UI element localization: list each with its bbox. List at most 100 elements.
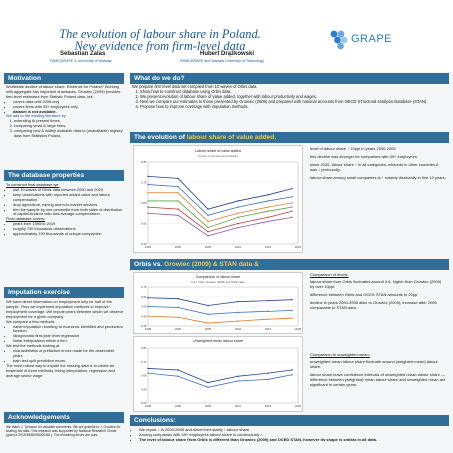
data-point xyxy=(237,216,239,219)
note-item: unweighted mean labour share fluctuate a… xyxy=(310,359,438,369)
data-point xyxy=(291,309,293,312)
imputation-p1: We have direct information on employment… xyxy=(6,299,124,319)
grape-logo: GRAPE xyxy=(328,28,392,52)
data-point xyxy=(267,200,269,202)
list-item: keep observations with reported added va… xyxy=(13,192,124,203)
x-tick-label: 1995 xyxy=(145,245,152,249)
database-final-bullets: years from 1995 to 2019 roughly 730 thou… xyxy=(6,221,124,237)
data-point xyxy=(177,208,179,210)
x-tick-label: 2000 xyxy=(175,404,182,408)
data-point xyxy=(177,369,179,371)
data-point xyxy=(147,315,149,317)
orbis-unw-notes: Comparison to unweighted mean. unweighte… xyxy=(310,352,446,387)
y-tick-label: 0.85 xyxy=(141,346,147,350)
imputation-compare: We compare a few methods xyxy=(6,318,55,324)
chart-subtitle: by size of company and industry xyxy=(198,154,238,158)
data-point xyxy=(291,216,293,219)
note-item: difference between Orbis and OCED STAN a… xyxy=(310,292,418,297)
y-tick-label: 0.75 xyxy=(141,181,147,185)
note-item: since 2005, labour share ↑ in all catego… xyxy=(310,162,439,172)
motivation-heading: Motivation xyxy=(4,73,124,84)
list-item: comparing small & large firms, xyxy=(14,123,124,129)
orbis-heading: Orbis vs. Growiec (2009) & STAN data & xyxy=(130,259,449,270)
data-point xyxy=(177,298,179,300)
data-point xyxy=(147,372,149,374)
imputation-body: We have direct information on employment… xyxy=(6,299,124,379)
y-tick-label: 0.76 xyxy=(141,360,147,364)
data-point xyxy=(267,216,269,219)
data-point xyxy=(267,194,269,196)
orbis-heading-highlight: Growiec (2009) & STAN data & xyxy=(164,261,259,268)
data-point xyxy=(177,192,179,194)
list-item: idiosyncratic firm-year level regression xyxy=(13,333,124,339)
whatwedo-items: Show how to construct database using Orb… xyxy=(132,89,447,110)
whatwedo-body: We prepare firm level data set compiled … xyxy=(132,84,447,110)
series-line xyxy=(147,372,293,388)
imputation-methods: naive imputation resorting to economic i… xyxy=(6,324,124,345)
y-tick-label: 0.68 xyxy=(141,374,147,378)
acknowledgements-heading: Acknowledgements xyxy=(4,412,124,423)
series-line xyxy=(147,297,293,306)
whatwedo-heading: What do we do? xyxy=(130,73,449,84)
grape-logo-icon xyxy=(330,30,348,50)
x-tick-label: 2010 xyxy=(235,245,242,249)
data-point xyxy=(237,320,239,322)
x-tick-label: 2000 xyxy=(175,327,182,331)
series-line xyxy=(147,368,293,383)
imputation-heading: Imputation exercise xyxy=(4,287,124,298)
poster-header: The evolution of labour share in Poland.… xyxy=(0,0,453,72)
data-point xyxy=(207,214,209,216)
x-tick-label: 2020 xyxy=(295,404,302,408)
list-item: Next we compare our estimates to those p… xyxy=(140,99,447,105)
chart-comparison-levels: Comparison of labour share from Orbis, G… xyxy=(133,272,303,334)
motivation-add-line: We add to the existing literature by xyxy=(6,113,66,119)
imputation-tests: characteristics of prediction errors mad… xyxy=(6,348,124,364)
database-final: Final database covers: xyxy=(6,216,46,222)
data-point xyxy=(147,192,149,194)
data-point xyxy=(291,374,293,376)
x-tick-label: 2020 xyxy=(295,245,302,249)
data-point xyxy=(267,318,269,320)
list-item: extending to present times, xyxy=(14,118,124,124)
data-point xyxy=(237,380,239,382)
affiliation-1: FAME|GRAPE & University of Warsaw xyxy=(50,59,112,63)
x-tick-label: 2000 xyxy=(175,245,182,249)
list-item: drop agriculture, mining and non-market … xyxy=(13,202,124,208)
data-point xyxy=(237,300,239,303)
data-point xyxy=(147,206,149,208)
list-item: comparing new & widely available data to… xyxy=(14,128,124,139)
y-tick-label: 0.45 xyxy=(141,242,147,246)
list-item: We report ↓ in 2000-2005 and since then … xyxy=(139,427,447,432)
data-point xyxy=(207,386,209,388)
data-point xyxy=(291,210,293,212)
data-point xyxy=(237,311,239,314)
x-tick-label: 2010 xyxy=(235,404,242,408)
motivation-bullets: covers data until 2008 only covers firms… xyxy=(6,99,124,115)
data-point xyxy=(147,175,149,178)
series-line xyxy=(148,192,293,222)
database-body: To construct final database we: use 10 w… xyxy=(6,182,124,237)
imputation-test: We test the methods looking at xyxy=(6,343,60,349)
data-point xyxy=(207,322,209,324)
note-item: labour share among small companies is ↑ … xyxy=(310,175,446,180)
logo-text: GRAPE xyxy=(351,33,393,45)
series-line xyxy=(147,212,293,237)
list-item: use 10 waves of Orbis data between 2000 … xyxy=(13,187,124,193)
data-point xyxy=(237,222,239,225)
data-point xyxy=(267,210,269,212)
data-point xyxy=(291,369,293,371)
note-item: labour share leave confidence intervals … xyxy=(310,372,446,387)
x-tick-label: 2005 xyxy=(205,245,212,249)
data-point xyxy=(177,185,179,188)
database-heading: The database properties xyxy=(4,170,124,181)
data-point xyxy=(147,297,149,299)
x-tick-label: 2015 xyxy=(265,404,272,408)
list-item: linear interpolation within a firm xyxy=(13,338,124,344)
evolution-notes: level of labour share ↓ 10ppt in years 2… xyxy=(310,146,446,180)
x-tick-label: 2015 xyxy=(265,245,272,249)
poster-title: The evolution of labour share in Poland.… xyxy=(10,28,310,52)
list-item: Show how to construct database using Orb… xyxy=(140,89,447,95)
data-point xyxy=(177,306,179,309)
data-point xyxy=(147,212,149,214)
x-tick-label: 2005 xyxy=(205,404,212,408)
